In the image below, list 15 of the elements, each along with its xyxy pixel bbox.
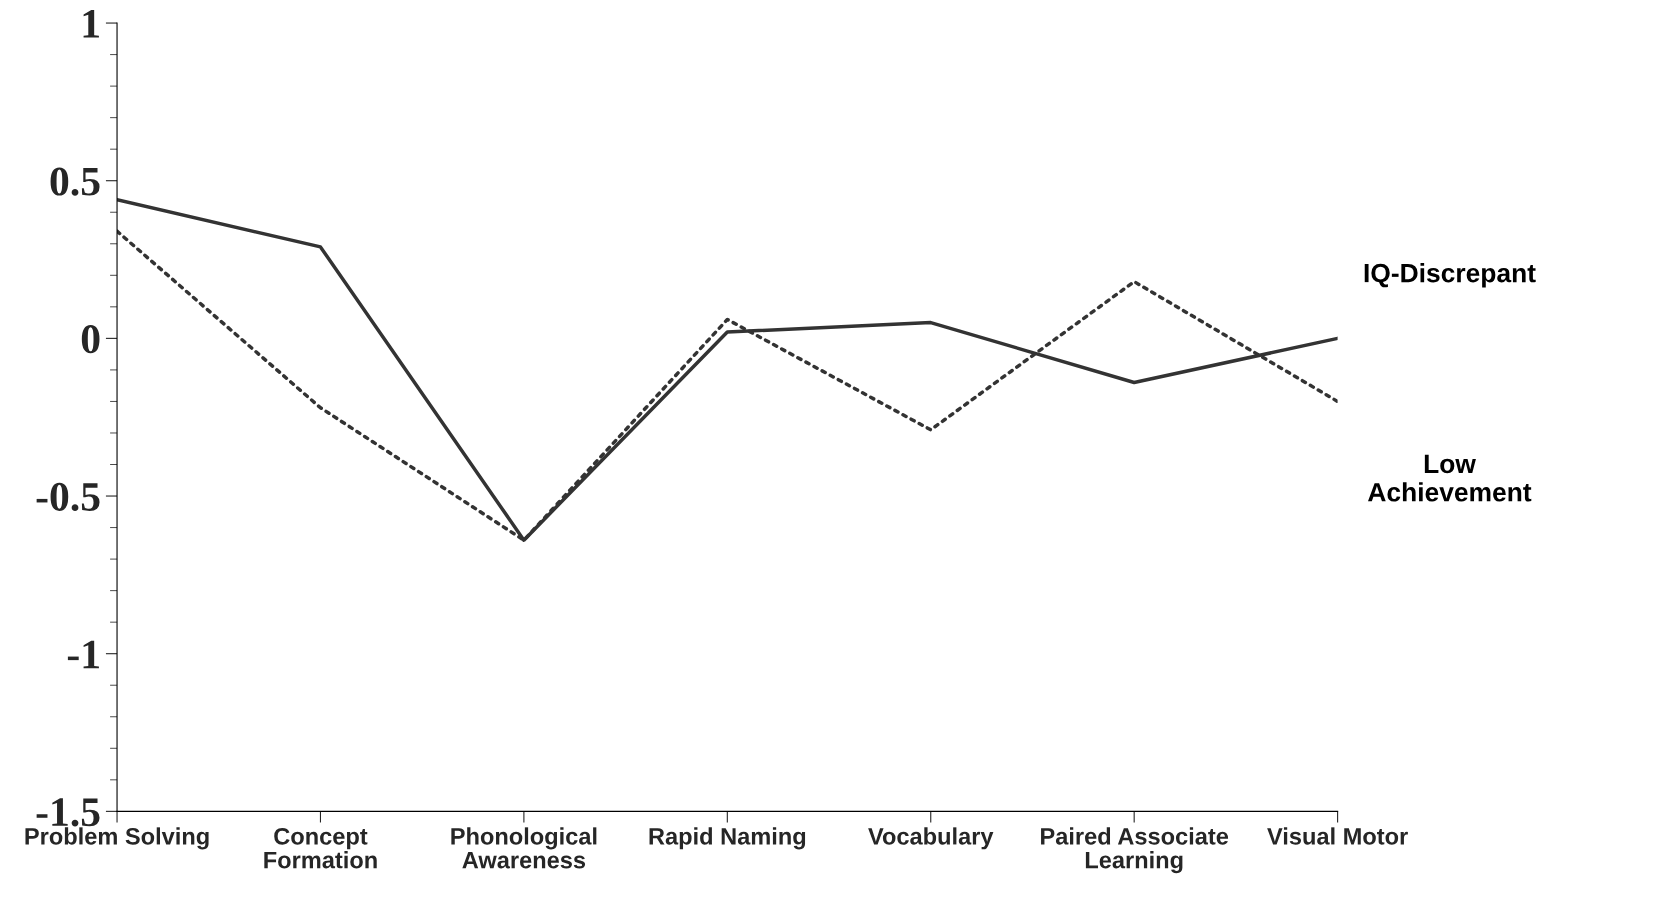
x-tick-label: Problem Solving bbox=[25, 827, 209, 850]
x-tick-label: Visual Motor bbox=[1267, 827, 1408, 845]
y-tick-label: 0 bbox=[81, 325, 100, 354]
y-tick-label: -1.5 bbox=[36, 798, 100, 827]
y-tick-label: 0.5 bbox=[50, 167, 100, 196]
x-tick-label: Concept Formation bbox=[264, 827, 377, 869]
y-tick-label: 1 bbox=[83, 10, 99, 38]
y-tick-label: -0.5 bbox=[36, 482, 100, 512]
x-tick-label: Vocabulary bbox=[868, 827, 994, 850]
x-tick-label: Paired Associate Learning bbox=[1041, 827, 1229, 874]
text: Low Achievement bbox=[1368, 454, 1532, 502]
y-tick-label: -1 bbox=[67, 640, 99, 669]
text: IQ-Discrepant bbox=[1364, 263, 1536, 288]
x-tick-label: Phonological Awareness bbox=[451, 827, 597, 869]
x-tick-label: Rapid Naming bbox=[649, 827, 806, 850]
